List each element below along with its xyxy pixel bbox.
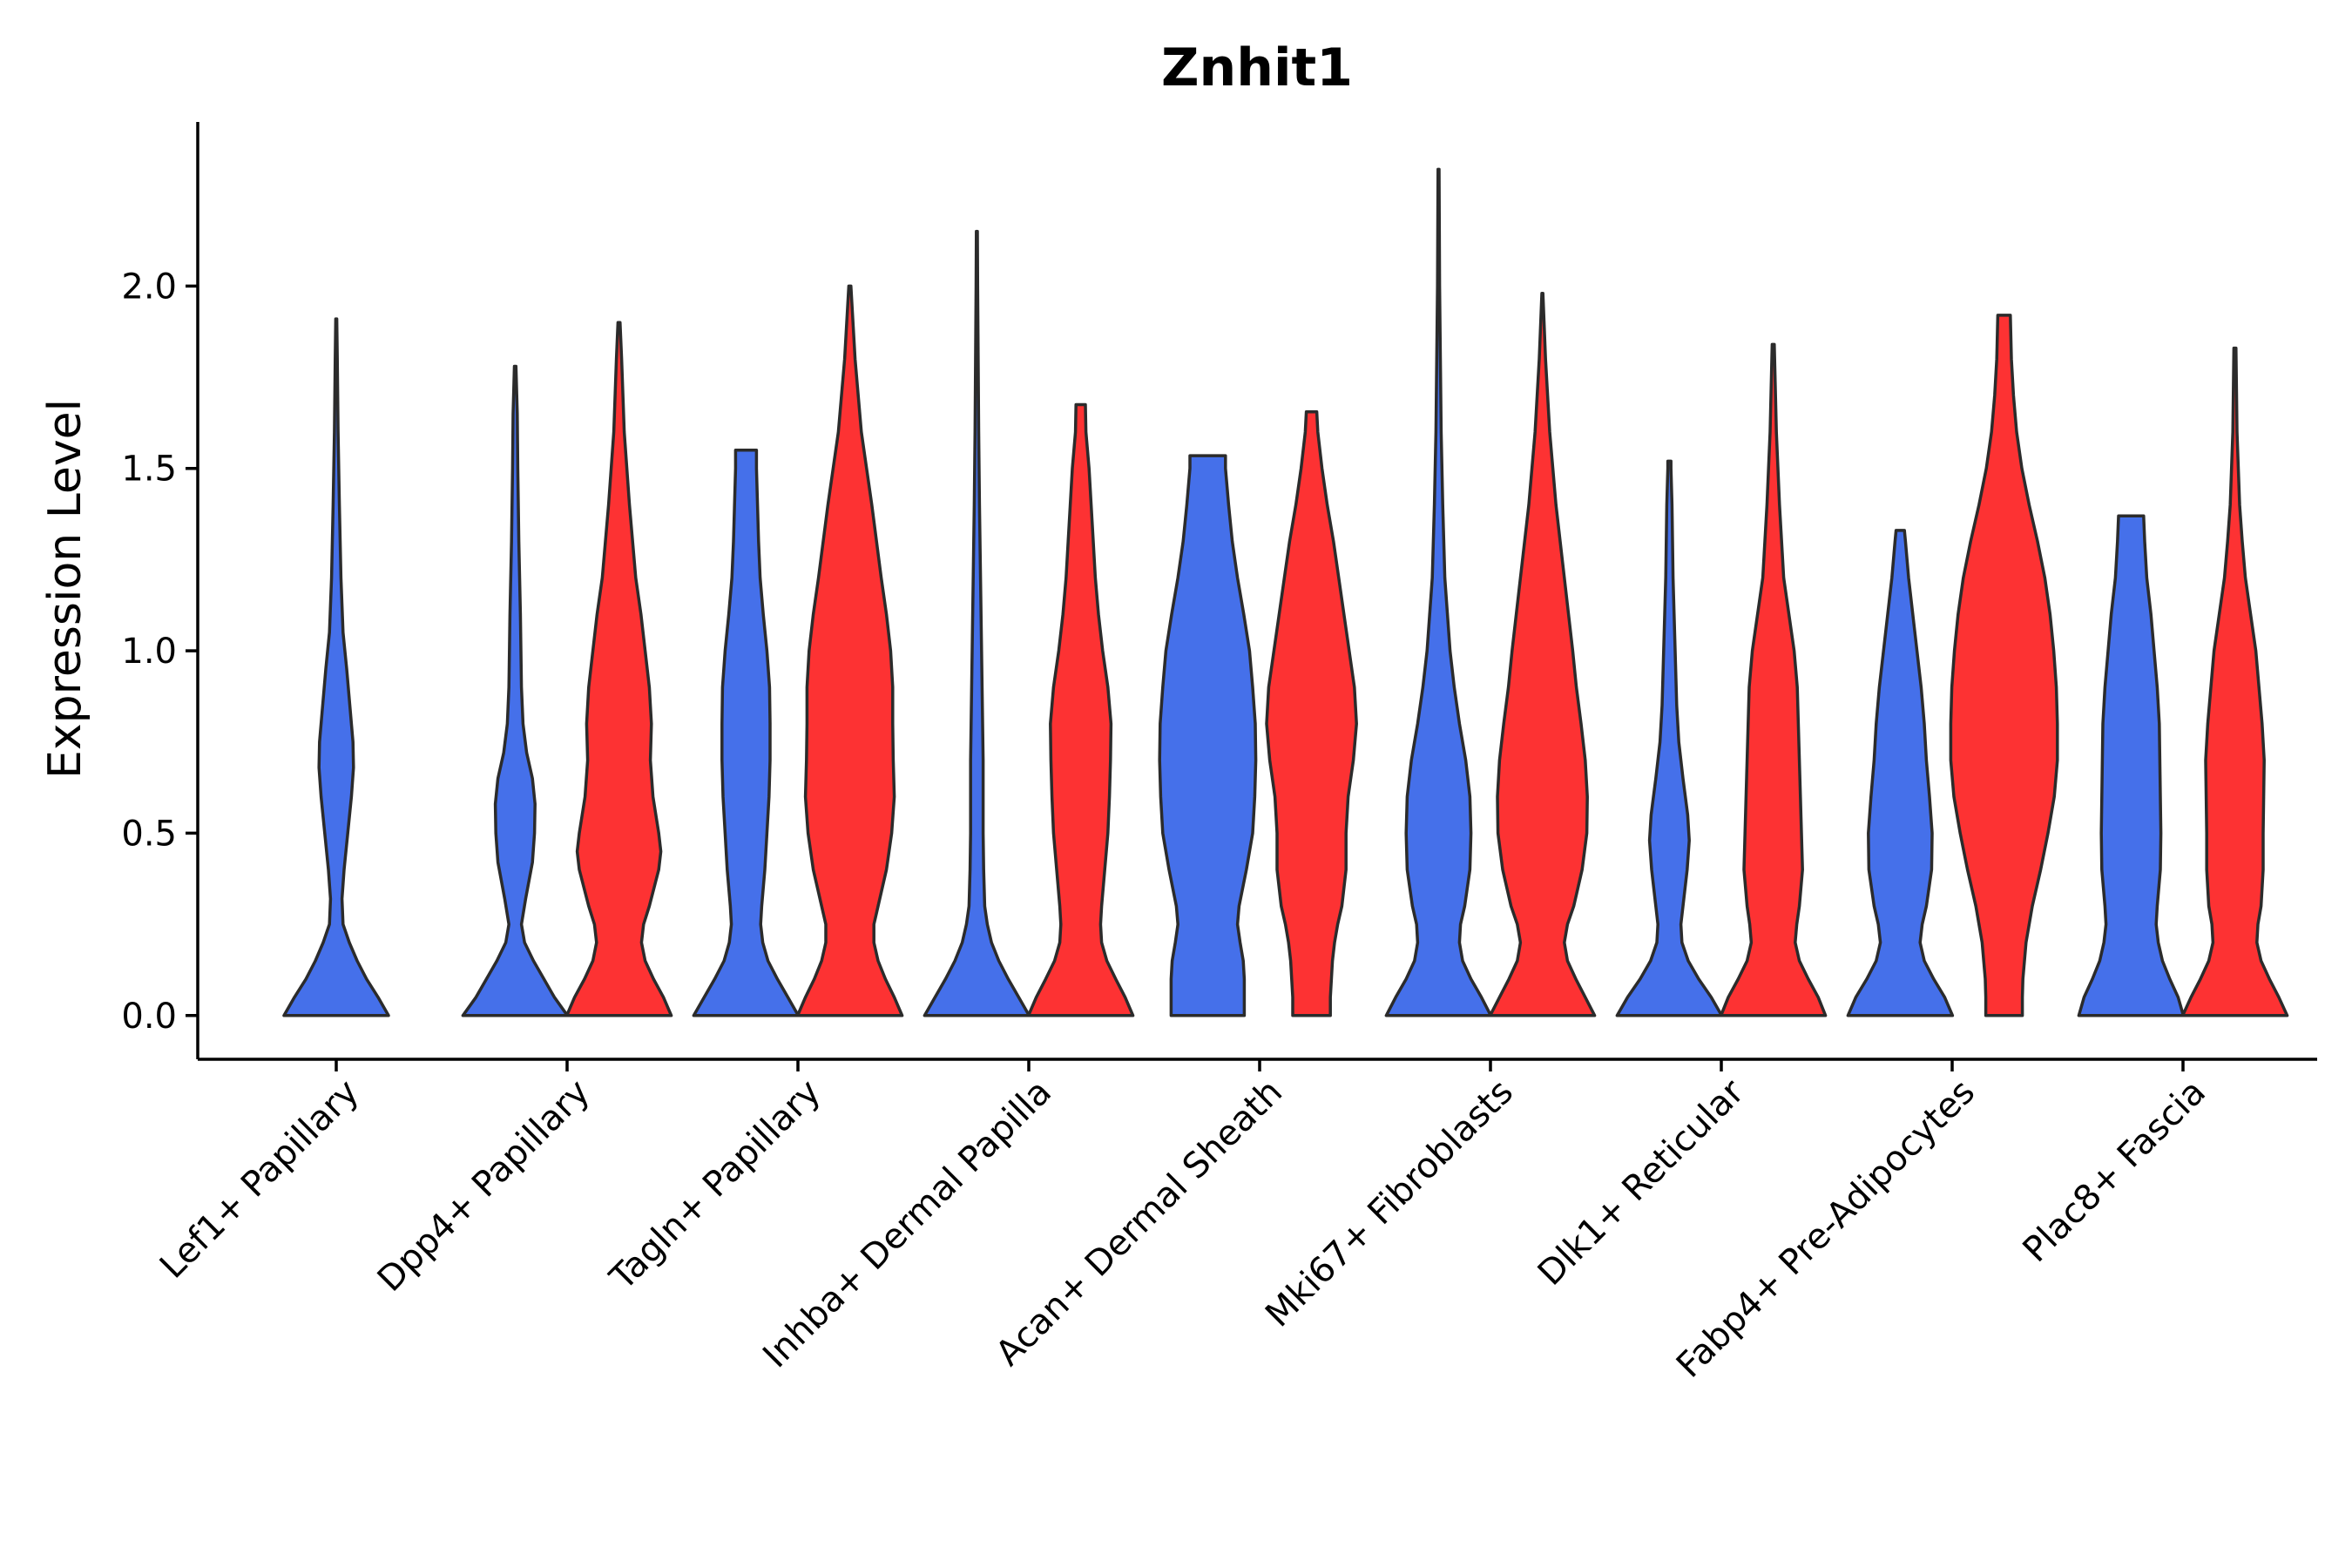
y-axis-label: Expression Level bbox=[39, 399, 91, 779]
violin-inhba-dermal-papilla-group-1 bbox=[923, 229, 1031, 1017]
y-ticks: 0.0 0.5 1.0 1.5 2.0 bbox=[121, 267, 198, 1037]
chart-title: Znhit1 bbox=[1161, 37, 1353, 98]
violin-acan-dermal-sheath-group-1 bbox=[1158, 454, 1258, 1017]
violin-dlk1-reticular-group-2 bbox=[1719, 342, 1828, 1017]
x-tick-label: Dpp4+ Papillary bbox=[370, 1072, 598, 1300]
y-tick-label: 2.0 bbox=[121, 267, 177, 307]
y-tick-label: 1.5 bbox=[121, 449, 177, 490]
violin-layer bbox=[282, 167, 2289, 1017]
violin-mki67-fibroblasts-group-1 bbox=[1384, 167, 1493, 1017]
violin-tagln-papillary-group-2 bbox=[795, 284, 904, 1017]
x-tick-label: Plac8+ Fascia bbox=[2016, 1072, 2214, 1271]
y-tick-label: 0.5 bbox=[121, 814, 177, 854]
violin-fabp4-pre-adipocytes-group-1 bbox=[1846, 529, 1955, 1017]
y-tick-label: 0.0 bbox=[121, 997, 177, 1037]
violin-fabp4-pre-adipocytes-group-2 bbox=[1949, 314, 2059, 1017]
violin-lef1-papillary-group-1 bbox=[282, 317, 390, 1017]
violin-dlk1-reticular-group-1 bbox=[1615, 459, 1724, 1017]
violin-tagln-papillary-group-1 bbox=[692, 449, 801, 1017]
violin-dpp4-papillary-group-1 bbox=[461, 364, 570, 1017]
x-tick-label: Mki67+ Fibroblasts bbox=[1258, 1072, 1521, 1335]
x-tick-label: Tagln+ Papillary bbox=[602, 1072, 828, 1299]
x-tick-label: Dlk1+ Reticular bbox=[1531, 1071, 1753, 1294]
x-ticks: Lef1+ Papillary Dpp4+ Papillary Tagln+ Pap… bbox=[152, 1059, 2213, 1386]
x-tick-label: Lef1+ Papillary bbox=[152, 1072, 367, 1287]
violin-plac8-fascia-group-1 bbox=[2077, 514, 2186, 1017]
violin-mki67-fibroblasts-group-2 bbox=[1488, 292, 1597, 1017]
violin-acan-dermal-sheath-group-2 bbox=[1265, 410, 1358, 1017]
violin-plac8-fascia-group-2 bbox=[2180, 346, 2289, 1017]
violin-inhba-dermal-papilla-group-2 bbox=[1026, 402, 1135, 1017]
y-tick-label: 1.0 bbox=[121, 632, 177, 672]
violin-dpp4-papillary-group-2 bbox=[564, 321, 673, 1017]
